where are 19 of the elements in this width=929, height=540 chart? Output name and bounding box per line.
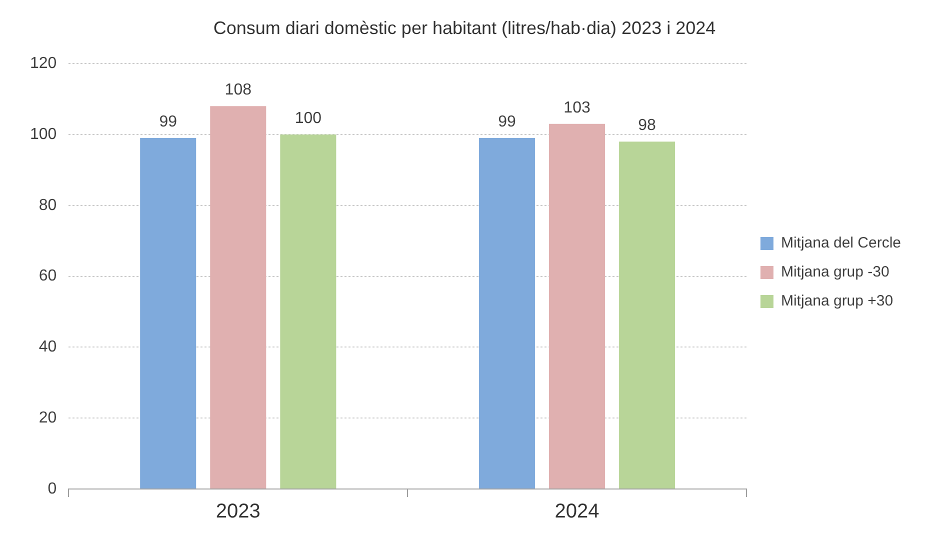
data-label: 99 (498, 113, 516, 130)
legend-label: Mitjana grup +30 (780, 292, 894, 310)
y-tick-label: 40 (38, 338, 57, 356)
data-label: 108 (224, 82, 252, 99)
chart-title: Consum diari domèstic per habitant (litres/hab·dia) 2023 i 2024 (213, 18, 716, 38)
y-tick-label: 120 (30, 55, 57, 72)
data-label: 98 (638, 116, 656, 134)
data-label: 103 (564, 99, 590, 116)
legend-label: Mitjana grup -30 (780, 264, 890, 281)
x-tick-label: 2023 (216, 500, 260, 523)
data-label: 99 (159, 113, 178, 130)
data-label: 100 (294, 110, 322, 127)
y-tick-label: 20 (38, 410, 57, 427)
y-tick-label: 80 (38, 196, 57, 214)
y-tick-label: 60 (38, 268, 57, 285)
legend-label: Mitjana del Cercle (780, 234, 902, 252)
y-tick-label: 100 (30, 126, 57, 143)
x-tick-label: 2024 (554, 500, 600, 523)
y-tick-label: 0 (48, 480, 57, 498)
